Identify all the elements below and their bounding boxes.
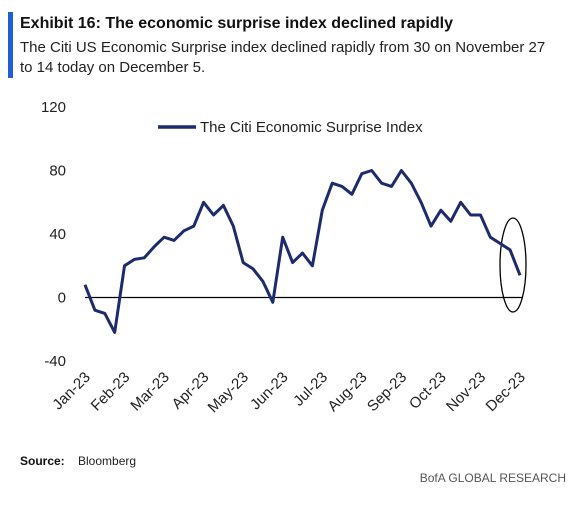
source: Bloomberg [78,454,136,468]
legend-label: The Citi Economic Surprise Index [200,119,423,136]
chart-subtitle: The Citi US Economic Surprise index decl… [20,39,546,76]
subtitle-box: The Citi US Economic Surprise index decl… [20,39,546,76]
footer: BofA GLOBAL RESEARCH [420,471,566,485]
y-tick-label: 120 [41,99,66,116]
y-tick-label: 80 [49,163,66,180]
chart-title: Exhibit 16: The economic surprise index … [20,15,453,32]
highlight-ellipse [499,217,527,313]
y-tick-label: -40 [44,353,66,370]
y-tick-label: 0 [58,290,66,307]
title-accent [8,12,13,78]
y-tick-label: 40 [49,226,66,243]
data-line [83,169,522,334]
source-label: Source: [20,454,65,468]
